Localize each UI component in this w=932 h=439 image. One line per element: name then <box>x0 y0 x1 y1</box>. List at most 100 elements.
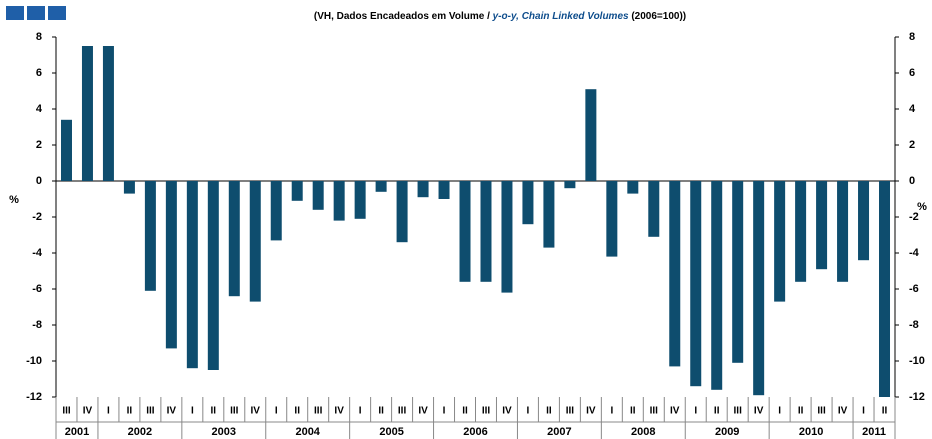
y2-axis-label: % <box>917 201 927 213</box>
bar <box>585 89 597 181</box>
year-label: 2001 <box>65 426 89 438</box>
year-label: 2009 <box>715 426 739 438</box>
x-tick-label: I <box>694 406 697 417</box>
bar <box>438 181 450 199</box>
bar <box>165 181 177 349</box>
year-label: 2005 <box>379 426 403 438</box>
y2-tick-label: -10 <box>909 355 925 367</box>
x-tick-label: I <box>275 406 278 417</box>
bar <box>501 181 513 293</box>
y-tick-label: -8 <box>32 319 42 331</box>
bar <box>375 181 387 192</box>
y2-tick-label: 4 <box>909 103 916 115</box>
x-tick-label: IV <box>251 406 261 417</box>
bar <box>291 181 303 201</box>
y-tick-label: 8 <box>36 31 42 43</box>
x-tick-label: IV <box>334 406 344 417</box>
bar <box>564 181 576 189</box>
bar <box>312 181 324 210</box>
x-tick-label: IV <box>83 406 93 417</box>
y2-tick-label: 0 <box>909 175 915 187</box>
bar <box>816 181 828 270</box>
x-tick-label: II <box>462 406 468 417</box>
x-tick-label: II <box>127 406 133 417</box>
x-tick-label: III <box>566 406 575 417</box>
year-label: 2011 <box>862 426 886 438</box>
y-tick-label: 0 <box>36 175 42 187</box>
x-tick-label: III <box>398 406 407 417</box>
bar <box>732 181 744 363</box>
y-tick-label: -10 <box>26 355 42 367</box>
subtitle-part: (2006=100)) <box>629 11 687 22</box>
bar <box>795 181 807 282</box>
y2-tick-label: -4 <box>909 247 920 259</box>
y2-tick-label: -6 <box>909 283 919 295</box>
x-tick-label: II <box>211 406 217 417</box>
x-tick-label: III <box>230 406 239 417</box>
x-tick-label: IV <box>670 406 680 417</box>
x-tick-label: II <box>714 406 720 417</box>
y2-tick-label: 6 <box>909 67 915 79</box>
x-tick-label: III <box>146 406 155 417</box>
x-tick-label: III <box>314 406 323 417</box>
chart-subtitle: (VH, Dados Encadeados em Volume / y-o-y,… <box>314 11 686 22</box>
logo-square <box>6 6 24 20</box>
logo-square <box>48 6 66 20</box>
x-tick-label: IV <box>502 406 512 417</box>
bar <box>669 181 681 367</box>
x-tick-label: III <box>62 406 71 417</box>
year-label: 2003 <box>212 426 236 438</box>
x-tick-label: IV <box>167 406 177 417</box>
x-tick-label: III <box>734 406 743 417</box>
logo-square <box>27 6 45 20</box>
y-tick-label: 6 <box>36 67 42 79</box>
x-tick-label: II <box>630 406 636 417</box>
bar <box>186 181 198 369</box>
bar <box>354 181 366 219</box>
x-tick-label: IV <box>754 406 764 417</box>
x-tick-label: IV <box>586 406 596 417</box>
x-tick-label: III <box>482 406 491 417</box>
y-tick-label: 4 <box>36 103 43 115</box>
x-tick-label: I <box>359 406 362 417</box>
bar <box>249 181 261 302</box>
y-tick-label: -12 <box>26 391 42 403</box>
year-label: 2006 <box>463 426 487 438</box>
bar <box>522 181 534 225</box>
y-tick-label: -4 <box>32 247 43 259</box>
bar <box>144 181 156 291</box>
y-tick-label: -2 <box>32 211 42 223</box>
x-tick-label: I <box>862 406 865 417</box>
x-tick-label: I <box>778 406 781 417</box>
y2-tick-label: 8 <box>909 31 915 43</box>
bar <box>459 181 471 282</box>
bar <box>123 181 135 194</box>
bar <box>753 181 765 396</box>
x-tick-label: III <box>817 406 826 417</box>
bar <box>837 181 849 282</box>
bar <box>333 181 345 221</box>
bar <box>774 181 786 302</box>
bar <box>627 181 639 194</box>
x-tick-label: II <box>882 406 888 417</box>
x-tick-label: I <box>527 406 530 417</box>
subtitle-part: (VH, Dados Encadeados em Volume / <box>314 11 493 22</box>
y-tick-label: -6 <box>32 283 42 295</box>
bar <box>543 181 555 248</box>
x-tick-label: II <box>294 406 300 417</box>
year-label: 2004 <box>295 426 320 438</box>
year-label: 2007 <box>547 426 571 438</box>
x-tick-label: I <box>107 406 110 417</box>
bar <box>102 46 114 181</box>
y-tick-label: 2 <box>36 139 42 151</box>
bar <box>690 181 702 387</box>
bar <box>879 181 891 397</box>
bar <box>480 181 492 282</box>
x-tick-label: IV <box>418 406 428 417</box>
bar <box>417 181 429 198</box>
bar <box>858 181 870 261</box>
bar <box>81 46 93 181</box>
bar <box>711 181 723 390</box>
y2-tick-label: -2 <box>909 211 919 223</box>
bar <box>270 181 282 241</box>
